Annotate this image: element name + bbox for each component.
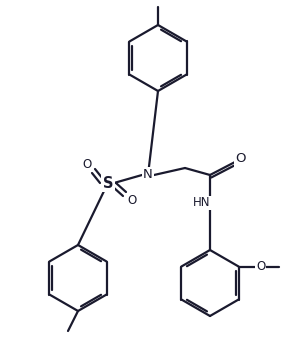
Text: O: O <box>256 260 265 273</box>
Text: O: O <box>235 152 245 166</box>
Text: HN: HN <box>193 197 211 209</box>
Text: O: O <box>127 193 137 207</box>
Text: O: O <box>82 158 92 172</box>
Text: N: N <box>143 168 153 181</box>
Text: S: S <box>103 175 113 191</box>
